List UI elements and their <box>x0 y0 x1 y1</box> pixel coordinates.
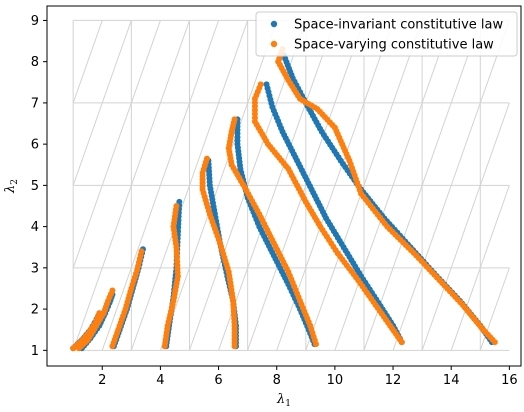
data-point <box>203 155 210 162</box>
y-tick-label: 5 <box>31 179 39 194</box>
x-tick-label: 12 <box>385 373 402 388</box>
data-point <box>109 287 116 294</box>
legend: Space-invariant constitutive law Space-va… <box>255 11 518 57</box>
legend-marker <box>270 20 278 28</box>
data-point <box>138 248 145 255</box>
legend-box <box>255 11 518 57</box>
y-tick-label: 3 <box>31 261 39 276</box>
grid-line <box>72 20 161 269</box>
y-tick-label: 9 <box>31 14 39 29</box>
grid-line <box>218 20 336 351</box>
series-space-invariant <box>70 52 495 352</box>
legend-label: Space-varying constitutive law <box>294 38 494 53</box>
x-tick-label: 6 <box>214 373 222 388</box>
y-tick-label: 1 <box>31 344 39 359</box>
data-point <box>257 81 264 88</box>
x-tick-label: 10 <box>327 373 344 388</box>
legend-label: Space-invariant constitutive law <box>294 18 503 33</box>
y-tick-label: 7 <box>31 96 39 111</box>
series-space-varying <box>70 46 498 352</box>
grid-line <box>72 20 103 104</box>
x-tick-label: 8 <box>273 373 281 388</box>
data-point <box>263 81 270 88</box>
grid-line <box>72 20 132 186</box>
grid-line <box>247 20 365 351</box>
grid-line <box>101 20 220 351</box>
y-tick-label: 2 <box>31 303 39 318</box>
x-tick-label: 16 <box>501 373 518 388</box>
x-tick-label: 4 <box>156 373 164 388</box>
grid-line <box>363 20 481 351</box>
grid-line <box>392 20 510 351</box>
x-axis-label: λ1 <box>276 392 291 409</box>
data-point <box>231 116 238 123</box>
y-axis-label: λ2 <box>3 179 20 194</box>
data-point <box>173 203 180 209</box>
y-tick-label: 6 <box>31 138 39 153</box>
grid-line <box>334 20 452 351</box>
data-points <box>70 46 498 352</box>
grid-line <box>130 20 249 351</box>
grid-line <box>159 20 278 351</box>
legend-marker <box>270 40 278 48</box>
plot-frame <box>46 5 522 367</box>
x-tick-label: 14 <box>443 373 460 388</box>
y-tick-label: 8 <box>31 55 39 70</box>
grid-line <box>450 185 510 351</box>
grid-line <box>421 102 510 351</box>
y-tick-label: 4 <box>31 220 39 235</box>
grid-line <box>72 20 190 351</box>
x-tick-label: 2 <box>98 373 106 388</box>
grid-line <box>305 20 423 351</box>
